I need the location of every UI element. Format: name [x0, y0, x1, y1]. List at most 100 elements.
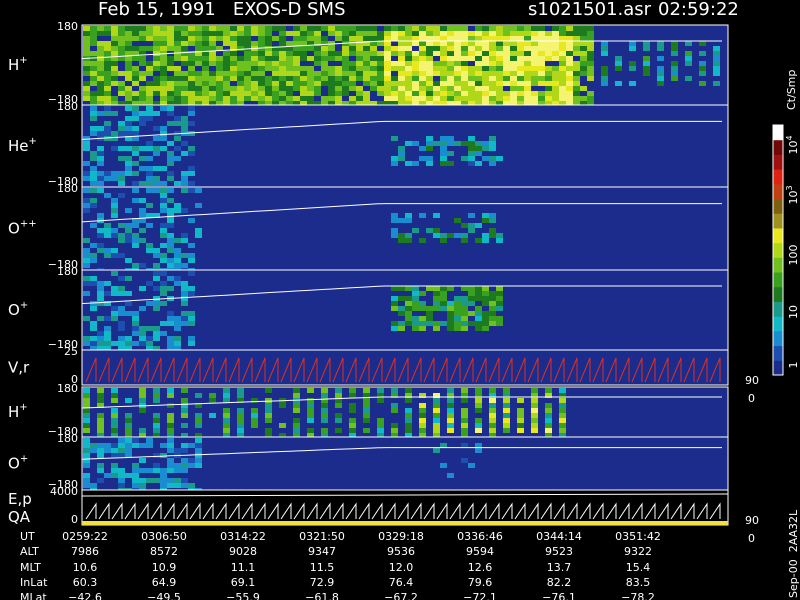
spectrogram-cell	[405, 428, 412, 433]
spectrogram-cell	[293, 66, 300, 71]
spectrogram-cell	[713, 71, 720, 76]
spectrogram-cell	[111, 291, 118, 296]
spectrogram-cell	[433, 306, 440, 311]
spectrogram-cell	[356, 91, 363, 96]
spectrogram-cell	[475, 96, 482, 101]
spectrogram-cell	[601, 46, 608, 51]
spectrogram-cell	[139, 26, 146, 31]
spectrogram-cell	[97, 286, 104, 291]
spectrogram-cell	[223, 66, 230, 71]
spectrogram-cell	[489, 291, 496, 296]
spectrogram-cell	[174, 258, 181, 263]
spectrogram-cell	[111, 101, 118, 106]
spectrogram-cell	[146, 81, 153, 86]
spectrogram-cell	[496, 296, 503, 301]
spectrogram-cell	[118, 223, 125, 228]
spectrogram-cell	[139, 443, 146, 448]
spectrogram-cell	[216, 71, 223, 76]
spectrogram-cell	[188, 181, 195, 186]
spectrogram-cell	[524, 71, 531, 76]
spectrogram-cell	[237, 36, 244, 41]
spectrogram-cell	[342, 56, 349, 61]
spectrogram-cell	[265, 41, 272, 46]
spectrogram-cell	[132, 56, 139, 61]
spectrogram-cell	[468, 223, 475, 228]
spectrogram-cell	[97, 341, 104, 346]
spectrogram-cell	[489, 46, 496, 51]
spectrogram-cell	[447, 301, 454, 306]
spectrogram-cell	[573, 96, 580, 101]
spectrogram-cell	[300, 26, 307, 31]
spectrogram-cell	[405, 423, 412, 428]
spectrogram-cell	[132, 76, 139, 81]
spectrogram-cell	[279, 91, 286, 96]
spectrogram-cell	[160, 301, 167, 306]
spectrogram-cell	[412, 326, 419, 331]
spectrogram-cell	[433, 141, 440, 146]
spectrogram-cell	[447, 136, 454, 141]
spectrogram-cell	[384, 36, 391, 41]
spectrogram-cell	[482, 91, 489, 96]
spectrogram-cell	[125, 423, 132, 428]
spectrogram-cell	[251, 71, 258, 76]
spectrogram-cell	[699, 61, 706, 66]
spectrogram-cell	[97, 388, 104, 393]
spectrogram-cell	[146, 171, 153, 176]
spectrogram-cell	[97, 61, 104, 66]
spectrogram-cell	[188, 91, 195, 96]
spectrogram-cell	[559, 428, 566, 433]
spectrogram-cell	[83, 393, 90, 398]
spectrogram-cell	[223, 423, 230, 428]
spectrogram-cell	[475, 428, 482, 433]
spectrogram-cell	[209, 393, 216, 398]
spectrogram-cell	[496, 316, 503, 321]
spectrogram-cell	[587, 46, 594, 51]
spectrogram-cell	[461, 321, 468, 326]
spectrogram-cell	[265, 101, 272, 106]
spectrogram-cell	[475, 448, 482, 453]
spectrogram-cell	[118, 438, 125, 443]
spectrogram-cell	[265, 428, 272, 433]
spectrogram-cell	[489, 423, 496, 428]
spectrogram-cell	[258, 51, 265, 56]
spectrogram-cell	[538, 36, 545, 41]
spectrogram-cell	[300, 56, 307, 61]
spectrogram-cell	[153, 126, 160, 131]
spectrogram-cell	[503, 413, 510, 418]
spectrogram-cell	[146, 86, 153, 91]
spectrogram-cell	[111, 271, 118, 276]
spectrogram-cell	[482, 238, 489, 243]
spectrogram-cell	[230, 61, 237, 66]
spectrogram-cell	[132, 316, 139, 321]
spectrogram-cell	[328, 76, 335, 81]
spectrogram-cell	[538, 56, 545, 61]
spectrogram-cell	[188, 458, 195, 463]
spectrogram-cell	[510, 91, 517, 96]
spectrogram-cell	[293, 428, 300, 433]
y2-tick-label: 0	[748, 532, 755, 545]
spectrogram-cell	[90, 151, 97, 156]
spectrogram-cell	[300, 51, 307, 56]
spectrogram-cell	[160, 468, 167, 473]
spectrogram-cell	[118, 311, 125, 316]
spectrogram-cell	[118, 176, 125, 181]
spectrogram-cell	[104, 136, 111, 141]
spectrogram-cell	[545, 36, 552, 41]
table-cell: 12.6	[468, 561, 493, 574]
spectrogram-cell	[202, 76, 209, 81]
spectrogram-cell	[125, 448, 132, 453]
spectrogram-cell	[510, 101, 517, 106]
spectrogram-cell	[370, 26, 377, 31]
spectrogram-cell	[181, 296, 188, 301]
spectrogram-cell	[118, 453, 125, 458]
spectrogram-cell	[405, 398, 412, 403]
spectrogram-cell	[230, 91, 237, 96]
spectrogram-cell	[153, 346, 160, 351]
spectrogram-cell	[496, 31, 503, 36]
spectrogram-cell	[97, 453, 104, 458]
spectrogram-cell	[405, 61, 412, 66]
spectrogram-cell	[279, 423, 286, 428]
spectrogram-cell	[482, 56, 489, 61]
spectrogram-cell	[447, 326, 454, 331]
spectrogram-cell	[580, 41, 587, 46]
